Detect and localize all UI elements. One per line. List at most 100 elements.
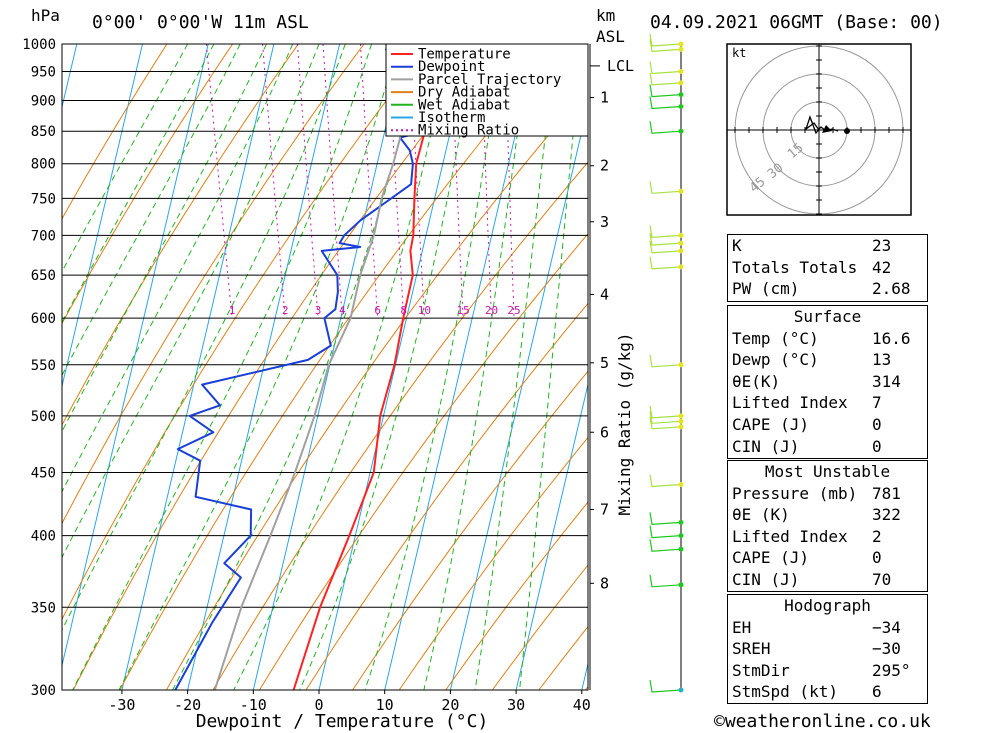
mixing-ratio-label: 6 [374,304,381,317]
wind-barb [649,679,682,693]
mixing-ratio-label: 10 [418,304,431,317]
wind-barb [649,354,682,368]
mixing-ratio-line [322,44,343,319]
legend-label: Temperature [418,47,511,63]
pressure-label: 400 [31,529,56,545]
isotherm-line [0,44,11,690]
index-row-totals: Totals Totals 42 [732,257,892,277]
wind-barb-dot [678,533,684,539]
km-tick-label: 3 [600,213,609,231]
wind-barb [649,411,682,424]
isotherm-line [62,44,143,389]
wind-barb [649,121,682,134]
dry-adiabat-line [632,44,720,690]
pressure-label: 550 [31,358,56,374]
lcl-label: LCL [607,57,634,75]
wind-barb-dot [678,92,684,98]
hodograph-plot: kt 45 30 15 [726,43,912,216]
credit-link[interactable]: ©weatheronline.co.uk [714,711,931,732]
wet-adiabat-line [62,44,189,273]
surface-row-dewp: Dewp (°C) 13 [732,350,892,370]
hodo-row-stmdir: StmDir 295° [732,660,911,680]
dry-adiabat-line [165,87,588,690]
wind-barb [649,84,682,98]
km-tick-label: 6 [600,423,609,441]
dry-adiabat-line [305,302,588,690]
location-label: 0°00' 0°00'W 11m ASL [92,12,309,33]
legend-label: Dry Adiabat [418,85,511,101]
dry-adiabat-line [445,501,588,690]
x-tick-label: 0 [314,696,323,714]
wind-barb [649,72,682,86]
mu-row-cape: CAPE (J) 0 [732,548,882,568]
wind-barb-dot [678,188,684,194]
wind-barb-dot [678,582,684,588]
dry-adiabat-line [62,44,168,220]
mixing-ratio-label: 2 [282,304,289,317]
plot-frame [61,43,589,691]
x-tick-label: 30 [507,696,525,714]
parcel-trajectory-line [213,44,429,690]
pressure-label: 850 [31,124,56,140]
wind-barb [649,405,682,419]
wind-barb [649,61,682,75]
wet-adiabat-line [519,44,583,690]
pressure-label: 950 [31,65,56,81]
wind-barb [649,181,682,194]
pressure-label: 750 [31,191,56,207]
km-tick-label: 2 [600,157,609,175]
dry-adiabat-line [398,436,588,690]
wind-barb [649,416,682,430]
isotherm-lines [0,44,721,690]
x-axis-title: Dewpoint / Temperature (°C) [196,711,489,732]
x-tick-label: -20 [174,696,201,714]
asl-label: ASL [596,27,625,46]
isotherm-line [515,382,588,690]
wind-barb [649,512,682,526]
km-tick-label: 1 [600,89,609,107]
dry-adiabat-lines [62,44,721,690]
most-unstable-table: Most Unstable Pressure (mb) 781 θE (K) 322… [727,460,928,592]
legend-label: Mixing Ratio [418,123,519,139]
pressure-label: 300 [31,683,56,699]
pressure-label: 800 [31,157,56,173]
mu-row-pressure: Pressure (mb) 781 [732,483,901,503]
isotherm-line [648,44,721,690]
wind-barb-dot [678,69,684,74]
km-tick-label: 8 [600,574,609,592]
isotherm-line [449,103,588,690]
wind-barb-dot [678,519,684,525]
pressure-label: 700 [31,228,56,244]
wind-barb-dot [678,546,684,552]
dry-adiabat-line [72,44,496,690]
wet-adiabat-line [118,44,399,690]
wind-barb-dot [678,248,684,254]
legend-box [385,43,589,137]
isotherm-line [121,44,275,690]
wind-barb [649,33,682,47]
mixing-ratio-label: 20 [485,304,498,317]
hodo-row-eh: EH −34 [732,617,901,637]
wind-barb [649,240,682,254]
wind-barb-dot [678,46,684,52]
dry-adiabat-line [119,44,562,690]
legend-label: Wet Adiabat [418,97,511,113]
legend-label: Isotherm [418,110,485,126]
wind-barb-dot [678,362,684,368]
km-tick-label: 4 [600,286,609,304]
km-tick-label: 7 [600,501,609,519]
dry-adiabat-line [679,44,721,690]
wind-barb-dot [678,413,684,419]
x-tick-label: -30 [108,696,135,714]
wind-barb-dot [678,104,684,109]
pressure-unit: hPa [31,6,60,25]
wind-barb [649,225,682,239]
surface-title: Surface [793,307,862,326]
mixing-ratio-label: 3 [315,304,322,317]
mu-row-cin: CIN (J) 70 [732,569,892,589]
wind-barb [649,39,682,53]
hodograph-table: Hodograph EH −34 SREH −30 StmDir 295° StmSp… [727,594,928,704]
wet-adiabat-line [364,44,504,690]
isotherm-line [187,44,341,690]
